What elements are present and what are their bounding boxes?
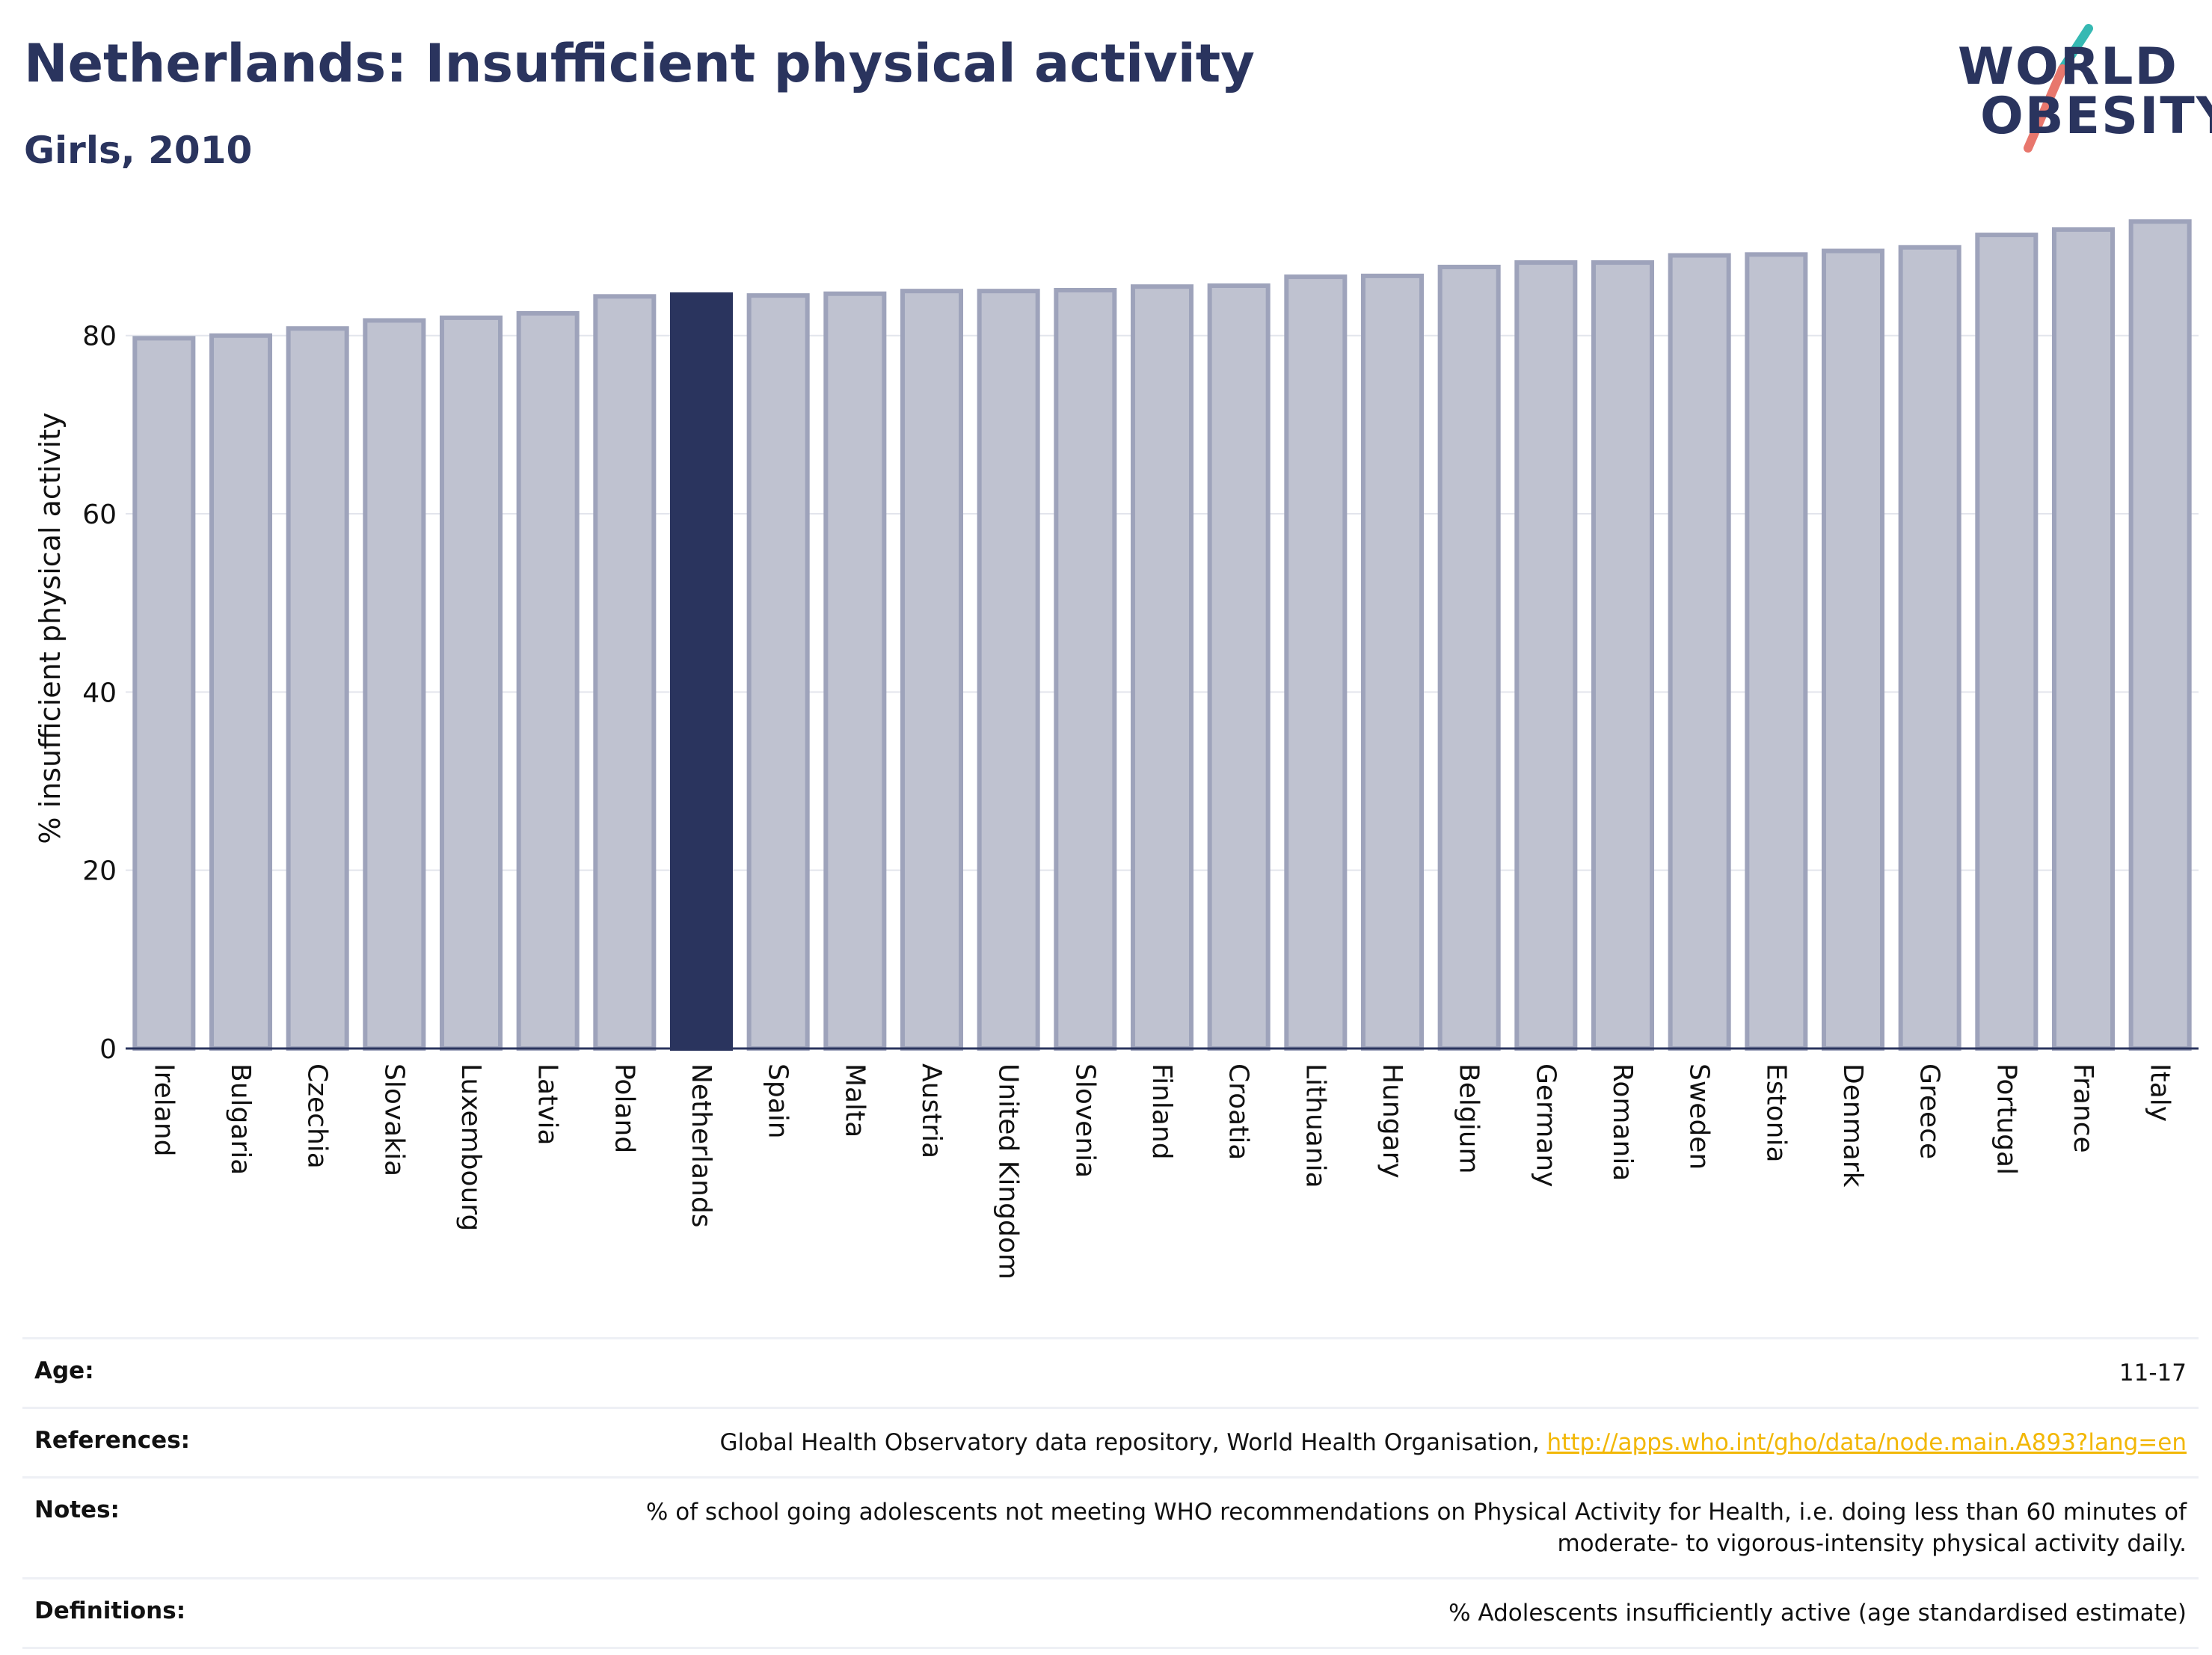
x-tick-label: Netherlands [686,1063,716,1227]
x-tick-label: Austria [916,1063,947,1158]
bar-denmark [1821,248,1885,1051]
bar-luxembourg [439,315,503,1051]
x-tick-label: Poland [609,1063,639,1153]
info-row-notes: Notes: % of school going adolescents not… [22,1476,2199,1577]
x-tick-label: Romania [1607,1063,1638,1181]
y-tick-label: 80 [82,322,117,352]
info-row-definitions: Definitions: % Adolescents insufficientl… [22,1577,2199,1649]
y-tick-label: 60 [82,500,117,530]
bar-czechia [286,326,349,1051]
x-tick-label: Slovenia [1069,1063,1100,1178]
x-tick-label: Latvia [532,1063,563,1146]
bar-bulgaria [209,333,273,1051]
bar-slovakia [363,318,426,1051]
bar-chart: 0 20 40 60 80 Ireland Bulgaria Czechia Slovakia… [34,219,2199,1280]
x-axis-ticks: Ireland Bulgaria Czechia Slovakia Luxembourg… [148,1063,2175,1280]
notes-value: % of school going adolescents not meetin… [645,1499,2187,1557]
bar-austria [900,289,964,1051]
bar-ireland [132,336,196,1051]
age-value: 11-17 [2119,1360,2187,1387]
bar-germany [1514,260,1578,1051]
notes-label: Notes: [34,1496,120,1523]
logo-slash-icon [2024,24,2093,153]
page-title: Netherlands: Insufficient physical activ… [24,33,1255,94]
bar-belgium [1437,264,1501,1051]
references-link[interactable]: http://apps.who.int/gho/data/node.main.A… [1546,1429,2187,1456]
x-tick-label: Germany [1530,1063,1561,1187]
x-tick-label: Ireland [148,1063,179,1157]
bar-spain [746,293,810,1051]
x-tick-label: Greece [1914,1063,1945,1159]
x-tick-label: Finland [1146,1063,1177,1160]
definitions-label: Definitions: [34,1597,186,1624]
x-tick-label: Hungary [1377,1063,1407,1179]
references-label: References: [34,1427,191,1454]
bar-hungary [1360,273,1425,1051]
bar-france [2051,227,2116,1051]
x-tick-label: Czechia [302,1063,333,1169]
bar-portugal [1975,233,2039,1051]
x-tick-label: Belgium [1454,1063,1484,1174]
x-tick-label: Estonia [1760,1063,1791,1163]
world-obesity-logo: WORLD OBESITY [1950,22,2212,157]
x-tick-label: Spain [763,1063,793,1139]
x-tick-label: Lithuania [1300,1063,1330,1188]
bar-malta [823,291,887,1051]
x-tick-label: Malta [839,1063,870,1137]
chart-bars [132,219,2192,1051]
y-tick-label: 20 [82,856,117,887]
y-axis-label: % insufficient physical activity [34,412,67,844]
bar-slovenia [1054,287,1117,1051]
bar-lithuania [1284,274,1348,1051]
x-tick-label: Italy [2145,1063,2175,1122]
bar-italy [2128,219,2192,1051]
logo-line-2: OBESITY [1980,87,2212,146]
bar-romania [1591,260,1655,1051]
bar-croatia [1207,283,1271,1051]
x-tick-label: Denmark [1837,1063,1868,1188]
x-tick-label: United Kingdom [993,1063,1024,1280]
age-label: Age: [34,1357,94,1384]
y-tick-label: 40 [82,678,117,708]
info-row-references: References: Global Health Observatory da… [22,1407,2199,1476]
info-row-age: Age: 11-17 [22,1337,2199,1407]
references-text: Global Health Observatory data repositor… [719,1429,1547,1456]
bar-netherlands [669,292,734,1051]
y-axis-ticks: 0 20 40 60 80 [82,322,117,1065]
bar-finland [1130,284,1194,1051]
bar-estonia [1745,252,1808,1051]
references-value: Global Health Observatory data repositor… [719,1427,2187,1458]
definitions-value: % Adolescents insufficiently active (age… [1448,1600,2187,1627]
page-subtitle: Girls, 2010 [24,129,253,172]
bar-sweden [1668,253,1731,1051]
bar-united-kingdom [977,289,1040,1051]
x-tick-label: Sweden [1684,1063,1715,1170]
x-tick-label: Luxembourg [455,1063,486,1231]
x-tick-label: Portugal [1991,1063,2021,1175]
x-tick-label: Bulgaria [225,1063,256,1175]
info-table: Age: 11-17 References: Global Health Obs… [22,1337,2199,1649]
bar-greece [1898,245,1961,1051]
bar-poland [593,294,657,1051]
x-tick-label: Slovakia [378,1063,409,1176]
logo-line-1: WORLD [1958,37,2178,96]
bar-latvia [516,310,580,1051]
x-tick-label: France [2068,1063,2098,1153]
y-tick-label: 0 [99,1034,117,1065]
x-tick-label: Croatia [1223,1063,1254,1160]
